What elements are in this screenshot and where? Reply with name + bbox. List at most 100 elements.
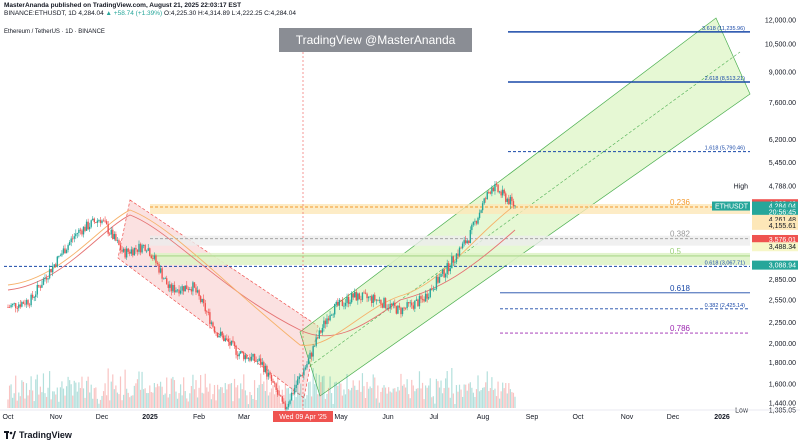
- candle-body: [304, 367, 307, 370]
- moving-average-line: [7, 204, 516, 346]
- price-tag-value: 1,385.05: [769, 408, 796, 415]
- volume-bar: [136, 379, 139, 408]
- candle-body: [409, 302, 411, 304]
- fib-level-label: 3.618 (11,235.96): [702, 26, 745, 32]
- candle-body: [307, 358, 310, 365]
- volume-bar: [158, 386, 160, 408]
- volume-bar: [310, 396, 313, 408]
- candle-body: [48, 269, 51, 279]
- candle-body: [303, 369, 305, 376]
- candle-body: [424, 293, 427, 302]
- candle-body: [107, 224, 109, 234]
- volume-bar: [130, 395, 132, 408]
- volume-bar: [324, 398, 327, 408]
- symbol[interactable]: BINANCE:ETHUSDT, 1D: [4, 10, 77, 17]
- volume-bar: [449, 397, 451, 408]
- price-tag-box: [752, 207, 798, 217]
- candle-body: [36, 284, 38, 295]
- candle-body: [272, 381, 274, 383]
- volume-bar: [250, 395, 253, 408]
- candle-body: [258, 358, 260, 361]
- candle-body: [62, 248, 65, 254]
- volume-bar: [329, 376, 331, 408]
- volume-bar: [73, 380, 75, 408]
- volume-bar: [498, 398, 501, 408]
- fib-level-label: 0.236: [670, 198, 691, 207]
- volume-bar: [351, 387, 353, 408]
- candle-body: [364, 292, 367, 294]
- candle-body: [469, 230, 472, 243]
- volume-bar: [49, 371, 51, 408]
- candle-body: [162, 278, 165, 280]
- volume-bar: [90, 384, 92, 408]
- candle-body: [420, 296, 422, 299]
- candle-body: [95, 222, 97, 223]
- candle-body: [329, 315, 331, 321]
- volume-bar: [12, 397, 14, 408]
- candle-body: [369, 296, 371, 298]
- y-tick-label: 9,000.00: [769, 69, 796, 76]
- candle-body: [113, 234, 116, 240]
- candle-body: [312, 346, 314, 357]
- candle-body: [24, 303, 26, 305]
- volume-bar: [429, 378, 431, 408]
- volume-bar: [70, 384, 72, 408]
- volume-bar: [42, 373, 45, 408]
- symbol-line: BINANCE:ETHUSDT, 1D 4,284.04 ▲ +58.74 (+…: [4, 10, 296, 18]
- volume-bar: [418, 371, 421, 408]
- x-tick-label: Aug: [477, 414, 490, 421]
- candle-body: [82, 226, 85, 235]
- candle-body: [229, 341, 231, 346]
- volume-bar: [237, 385, 239, 408]
- candle-body: [478, 212, 481, 218]
- candle-body: [503, 189, 505, 194]
- volume-bar: [369, 386, 371, 408]
- candle-body: [264, 365, 267, 373]
- candle-body: [340, 299, 342, 301]
- x-tick-label: Sep: [526, 414, 539, 421]
- volume-bar: [213, 385, 216, 408]
- volume-bar: [24, 398, 26, 408]
- candle-body: [417, 299, 419, 307]
- volume-bar: [207, 391, 209, 408]
- candle-body: [435, 276, 438, 290]
- candle-body: [326, 318, 328, 325]
- candle-body: [250, 356, 253, 361]
- change: ▲ +58.74 (+1.39%): [105, 10, 163, 17]
- volume-bar: [163, 394, 165, 408]
- candle-body: [492, 187, 495, 192]
- volume-bar: [98, 403, 100, 408]
- volume-bar: [273, 394, 276, 408]
- volume-bar: [144, 388, 146, 408]
- candle-body: [466, 240, 468, 244]
- volume-bar: [21, 380, 23, 408]
- volume-bar: [409, 398, 411, 408]
- candle-body: [377, 299, 379, 301]
- candle-body: [102, 220, 105, 222]
- candle-body: [384, 298, 387, 309]
- volume-bar: [286, 388, 288, 408]
- candle-body: [347, 296, 350, 304]
- volume-bar: [277, 376, 279, 408]
- candle-body: [109, 233, 111, 235]
- candle-body: [261, 362, 263, 365]
- volume-bar: [25, 383, 28, 408]
- candle-body: [150, 255, 153, 259]
- volume-bar: [102, 391, 105, 408]
- candle-body: [84, 226, 86, 231]
- volume-bar: [480, 390, 482, 408]
- price-tag-box: [752, 260, 798, 270]
- candle-body: [370, 296, 373, 303]
- volume-bar: [455, 385, 458, 408]
- volume-bar: [33, 401, 35, 408]
- candle-body: [501, 189, 504, 196]
- price-tag-box: [752, 234, 798, 244]
- volume-bar: [261, 384, 263, 408]
- x-tick-label: 2025: [142, 414, 158, 421]
- watermark: TradingView @MasterAnanda: [279, 28, 472, 52]
- candle-body: [474, 220, 476, 222]
- candle-body: [243, 352, 245, 360]
- volume-bar: [65, 386, 68, 408]
- volume-bar: [434, 403, 436, 408]
